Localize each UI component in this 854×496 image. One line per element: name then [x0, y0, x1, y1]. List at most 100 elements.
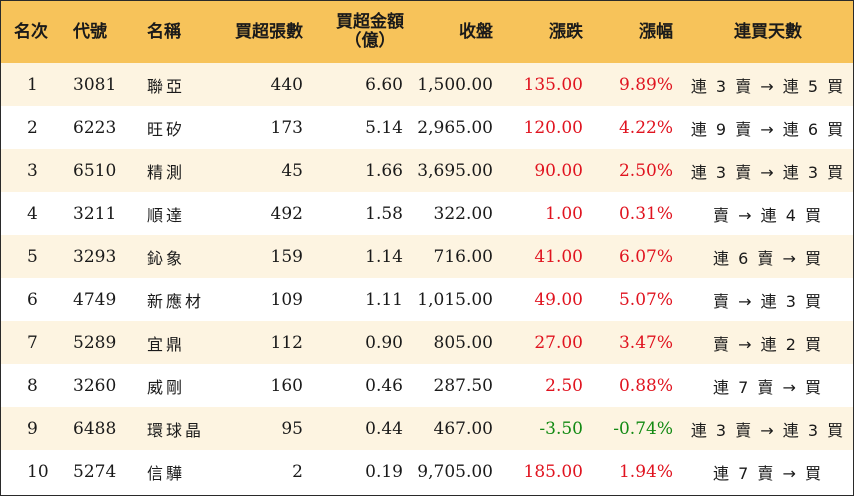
code-cell: 3211 — [73, 203, 117, 224]
code-cell: 6510 — [73, 160, 117, 181]
buy-amount-cell: 6.60 — [365, 74, 403, 95]
buy-amount-cell: 5.14 — [365, 117, 403, 138]
close-cell: 1,500.00 — [417, 74, 493, 95]
close-cell: 805.00 — [433, 332, 493, 353]
code-cell: 5274 — [73, 461, 117, 482]
streak-cell: 連 3 賣 → 連 5 買 — [690, 76, 846, 96]
header-name: 名稱 — [147, 21, 181, 42]
name-cell: 威剛 — [147, 377, 186, 397]
buy-amount-cell: 1.58 — [365, 203, 403, 224]
close-cell: 1,015.00 — [417, 289, 493, 310]
buy-lots-cell: 160 — [270, 375, 303, 396]
change-cell: 135.00 — [523, 74, 583, 95]
buy-amount-cell: 1.11 — [365, 289, 403, 310]
code-cell: 6223 — [73, 117, 117, 138]
close-cell: 716.00 — [433, 246, 493, 267]
buy-amount-cell: 0.90 — [365, 332, 403, 353]
buy-amount-cell: 0.44 — [365, 418, 403, 439]
change-cell: 185.00 — [523, 461, 583, 482]
streak-cell: 賣 → 連 2 買 — [713, 334, 823, 354]
name-cell: 聯亞 — [147, 76, 186, 96]
rank-cell: 6 — [27, 289, 38, 310]
streak-cell: 連 7 賣 → 買 — [713, 463, 823, 483]
header-change: 漲跌 — [549, 21, 583, 42]
header-code: 代號 — [73, 21, 107, 42]
change-cell: 41.00 — [534, 246, 583, 267]
streak-cell: 連 7 賣 → 買 — [713, 377, 823, 397]
change-cell: 1.00 — [545, 203, 583, 224]
buy-lots-cell: 440 — [270, 74, 303, 95]
change-pct-cell: 3.47% — [618, 332, 673, 353]
code-cell: 6488 — [73, 418, 117, 439]
change-pct-cell: 9.89% — [618, 74, 673, 95]
change-cell: 90.00 — [534, 160, 583, 181]
streak-cell: 連 3 賣 → 連 3 買 — [690, 162, 846, 182]
change-cell: -3.50 — [539, 418, 583, 439]
header-change-pct: 漲幅 — [639, 21, 673, 42]
change-pct-cell: 6.07% — [618, 246, 673, 267]
header-buy-amount-line2: （億） — [344, 31, 396, 51]
code-cell: 4749 — [73, 289, 117, 310]
rank-cell: 8 — [27, 375, 38, 396]
code-cell: 3081 — [73, 74, 117, 95]
buy-lots-cell: 492 — [270, 203, 303, 224]
change-cell: 2.50 — [545, 375, 583, 396]
change-pct-cell: 4.22% — [618, 117, 673, 138]
change-pct-cell: 0.88% — [618, 375, 673, 396]
change-pct-cell: 1.94% — [618, 461, 673, 482]
rank-cell: 4 — [27, 203, 38, 224]
header-buy-amount: 買超金額 （億） — [313, 1, 413, 63]
close-cell: 287.50 — [433, 375, 493, 396]
buy-amount-cell: 0.19 — [365, 461, 403, 482]
name-cell: 旺矽 — [147, 119, 186, 139]
close-cell: 322.00 — [433, 203, 493, 224]
rank-cell: 5 — [27, 246, 38, 267]
header-buy-amount-line1: 買超金額 — [336, 12, 404, 32]
table-row: 1 3081 聯亞 440 6.60 1,500.00 135.00 9.89% 連 3 賣 →… — [1, 63, 853, 106]
close-cell: 2,965.00 — [417, 117, 493, 138]
name-cell: 精測 — [147, 162, 186, 182]
code-cell: 3260 — [73, 375, 117, 396]
header-close: 收盤 — [459, 21, 493, 42]
name-cell: 順達 — [147, 205, 186, 225]
buy-lots-cell: 109 — [270, 289, 303, 310]
rank-cell: 7 — [27, 332, 38, 353]
table-row: 2 6223 旺矽 173 5.14 2,965.00 120.00 4.22% 連 9 賣 →… — [1, 106, 853, 149]
header-streak: 連買天數 — [734, 21, 802, 42]
buy-lots-cell: 95 — [281, 418, 303, 439]
header-buy-lots: 買超張數 — [235, 21, 303, 42]
streak-cell: 連 3 賣 → 連 3 買 — [690, 420, 846, 440]
code-cell: 3293 — [73, 246, 117, 267]
table-row: 3 6510 精測 45 1.66 3,695.00 90.00 2.50% 連 3 賣 → 連… — [1, 149, 853, 192]
streak-cell: 賣 → 連 3 買 — [713, 291, 823, 311]
change-cell: 49.00 — [534, 289, 583, 310]
rank-cell: 3 — [27, 160, 38, 181]
buy-lots-cell: 159 — [270, 246, 303, 267]
buy-amount-cell: 1.66 — [365, 160, 403, 181]
streak-cell: 連 6 賣 → 買 — [713, 248, 823, 268]
table-row: 8 3260 威剛 160 0.46 287.50 2.50 0.88% 連 7 賣 → 買 — [1, 364, 853, 407]
close-cell: 9,705.00 — [417, 461, 493, 482]
table-body: 1 3081 聯亞 440 6.60 1,500.00 135.00 9.89% 連 3 賣 →… — [1, 63, 853, 493]
name-cell: 宜鼎 — [147, 334, 186, 354]
change-pct-cell: 2.50% — [618, 160, 673, 181]
header-row: 名次 代號 名稱 買超張數 買超金額 （億） 收盤 漲跌 漲幅 連買天數 — [1, 1, 853, 63]
name-cell: 鈊象 — [147, 248, 186, 268]
change-pct-cell: 5.07% — [618, 289, 673, 310]
close-cell: 3,695.00 — [417, 160, 493, 181]
name-cell: 環球晶 — [147, 420, 205, 440]
name-cell: 新應材 — [147, 291, 205, 311]
change-cell: 27.00 — [534, 332, 583, 353]
code-cell: 5289 — [73, 332, 117, 353]
table-row: 7 5289 宜鼎 112 0.90 805.00 27.00 3.47% 賣 → 連 2 買 — [1, 321, 853, 364]
streak-cell: 連 9 賣 → 連 6 買 — [690, 119, 846, 139]
header-rank: 名次 — [14, 21, 48, 42]
rank-cell: 2 — [27, 117, 38, 138]
change-pct-cell: -0.74% — [613, 418, 673, 439]
table-row: 4 3211 順達 492 1.58 322.00 1.00 0.31% 賣 → 連 4 買 — [1, 192, 853, 235]
name-cell: 信驊 — [147, 463, 186, 483]
table-row: 10 5274 信驊 2 0.19 9,705.00 185.00 1.94% 連 7 賣 → … — [1, 450, 853, 493]
buy-lots-cell: 112 — [270, 332, 303, 353]
